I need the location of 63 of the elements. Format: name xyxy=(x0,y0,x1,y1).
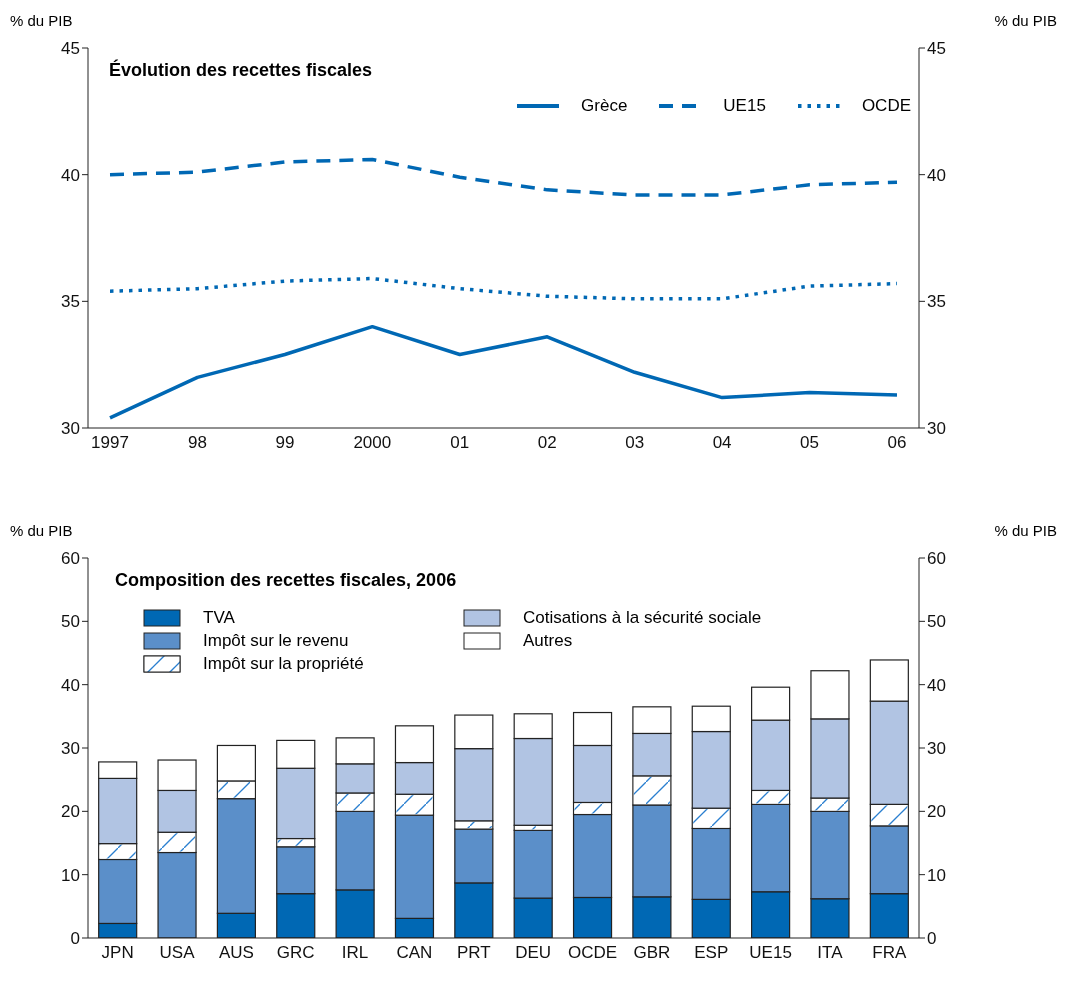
x-tick-label: USA xyxy=(159,943,196,963)
x-tick-label: CAN xyxy=(396,943,433,963)
x-tick-label: JPN xyxy=(101,943,134,963)
x-tick-label: 2000 xyxy=(353,433,392,453)
line-series xyxy=(108,324,899,420)
y2-tick-label: 35 xyxy=(927,292,946,312)
x-tick-label: 05 xyxy=(800,433,820,453)
x-tick-label: PRT xyxy=(456,943,491,963)
y-axis-title: % du PIB xyxy=(10,522,73,539)
x-tick-label: UE15 xyxy=(749,943,792,963)
y2-axis-title: % du PIB xyxy=(994,12,1057,29)
legend-label: OCDE xyxy=(861,96,911,116)
y2-tick-label: 20 xyxy=(927,802,946,822)
y-tick-label: 50 xyxy=(61,612,80,632)
text: Évolution des recettes fiscales xyxy=(109,60,373,81)
legend-label: Impôt sur la propriété xyxy=(203,653,364,674)
y-tick-label: 0 xyxy=(70,929,80,949)
y-tick-label: 60 xyxy=(61,549,80,569)
line-series xyxy=(108,276,899,301)
y-tick-label: 35 xyxy=(61,292,80,312)
y2-tick-label: 40 xyxy=(927,165,946,185)
y-tick-label: 30 xyxy=(61,739,80,759)
x-tick-label: IRL xyxy=(341,943,369,963)
x-tick-label: 01 xyxy=(450,433,470,453)
legend-label: Cotisations à la sécurité sociale xyxy=(523,607,762,628)
x-tick-label: 06 xyxy=(887,433,907,453)
x-tick-label: OCDE xyxy=(567,943,618,963)
y2-tick-label: 45 xyxy=(927,39,946,59)
x-tick-label: 03 xyxy=(625,433,645,453)
y2-axis-title: % du PIB xyxy=(994,522,1057,539)
y2-tick-label: 40 xyxy=(927,675,946,695)
y-tick-label: 40 xyxy=(61,165,80,185)
x-tick-label: 04 xyxy=(712,433,732,453)
legend-label: Autres xyxy=(523,630,573,651)
legend-label: Impôt sur le revenu xyxy=(203,630,349,651)
y2-tick-label: 0 xyxy=(927,929,937,949)
x-tick-label: GRC xyxy=(276,943,315,963)
x-tick-label: 1997 xyxy=(91,433,129,453)
x-tick-label: 02 xyxy=(537,433,557,453)
y2-tick-label: 60 xyxy=(927,549,946,569)
y2-tick-label: 10 xyxy=(927,865,946,885)
x-tick-label: DEU xyxy=(515,943,552,963)
y-tick-label: 30 xyxy=(61,419,80,439)
x-tick-label: AUS xyxy=(218,943,254,963)
y-tick-label: 10 xyxy=(61,865,80,885)
x-tick-label: 98 xyxy=(187,433,207,453)
legend-label: TVA xyxy=(203,607,235,628)
line-series xyxy=(108,157,899,197)
x-tick-label: FRA xyxy=(872,943,907,963)
y-tick-label: 40 xyxy=(61,675,80,695)
legend-label: Grèce xyxy=(581,96,628,116)
text: Composition des recettes fiscales, 2006 xyxy=(115,570,457,591)
y2-tick-label: 30 xyxy=(927,419,946,439)
y-tick-label: 45 xyxy=(61,39,80,59)
y2-tick-label: 30 xyxy=(927,739,946,759)
y2-tick-label: 50 xyxy=(927,612,946,632)
x-tick-label: ESP xyxy=(694,943,729,963)
legend-label: UE15 xyxy=(723,96,766,116)
y-tick-label: 20 xyxy=(61,802,80,822)
x-tick-label: ITA xyxy=(817,943,844,963)
y-axis-title: % du PIB xyxy=(10,12,73,29)
x-tick-label: GBR xyxy=(633,943,671,963)
x-tick-label: 99 xyxy=(275,433,295,453)
